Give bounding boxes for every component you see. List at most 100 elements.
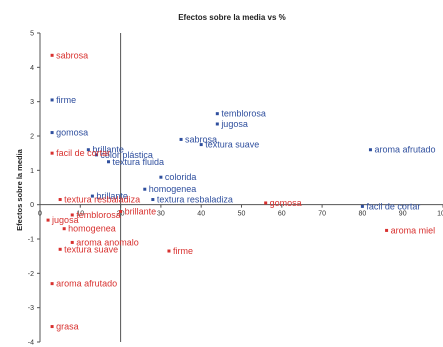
point-label: color plástica	[100, 150, 153, 160]
point-label: jugosa	[51, 215, 79, 225]
data-point: facil de cortar	[360, 201, 420, 211]
point-label: textura fluida	[113, 157, 165, 167]
x-tick-label: 30	[157, 211, 165, 218]
data-point: firme	[50, 95, 76, 105]
data-point: colorida	[159, 172, 196, 182]
data-point: aroma miel	[385, 225, 435, 235]
data-point: temblorosa	[215, 109, 266, 119]
x-tick-label: 60	[278, 211, 286, 218]
point-marker	[360, 204, 364, 208]
y-tick-label: 1	[30, 168, 34, 175]
point-marker	[179, 137, 183, 141]
data-point: jugosa	[215, 119, 248, 129]
y-tick-label: 3	[30, 99, 34, 106]
data-point: jugosa	[46, 215, 79, 225]
point-marker	[50, 282, 54, 286]
x-tick-label: 10	[76, 211, 84, 218]
y-tick-label: -3	[28, 305, 34, 312]
data-point: grasa	[50, 322, 79, 332]
point-marker	[119, 210, 123, 214]
x-tick-label: 0	[38, 211, 42, 218]
data-point: aroma afrutado	[50, 279, 117, 289]
data-point: sabrosa	[50, 50, 88, 60]
point-label: temblorosa	[76, 210, 121, 220]
y-tick-label: 2	[30, 134, 34, 141]
data-point: sabrosa	[179, 134, 217, 144]
data-point: aroma anomalo	[70, 237, 139, 247]
point-label: brillante	[96, 191, 128, 201]
point-label: facil de cortar	[56, 148, 110, 158]
axes	[39, 33, 443, 342]
chart-title: Efectos sobre la media vs %	[178, 13, 286, 22]
data-point: textura suave	[199, 140, 259, 150]
point-marker	[58, 247, 62, 251]
point-marker	[215, 112, 219, 116]
point-marker	[50, 53, 54, 57]
data-point: aroma afrutado	[368, 145, 436, 155]
point-label: homogenea	[68, 224, 116, 234]
point-marker	[86, 148, 90, 152]
point-marker	[90, 194, 94, 198]
point-marker	[50, 151, 54, 155]
point-marker	[215, 122, 219, 126]
y-tick-label: -2	[28, 271, 34, 278]
point-marker	[264, 201, 268, 205]
x-tick-label: 100	[437, 211, 443, 218]
data-point: firme	[167, 246, 193, 256]
point-marker	[50, 131, 54, 135]
point-marker	[50, 98, 54, 102]
x-tick-label: 70	[318, 211, 326, 218]
y-tick-label: -1	[28, 237, 34, 244]
x-tick-label: 90	[399, 211, 407, 218]
point-label: gomosa	[56, 128, 88, 138]
data-point: homogenea	[143, 184, 196, 194]
point-label: colorida	[165, 172, 197, 182]
point-label: aroma anomalo	[76, 237, 139, 247]
point-label: textura resbaladiza	[157, 195, 233, 205]
point-marker	[167, 249, 171, 253]
point-marker	[107, 160, 111, 164]
point-marker	[58, 198, 62, 202]
point-label: aroma miel	[391, 225, 436, 235]
data-point: textura fluida	[107, 157, 164, 167]
point-label: aroma afrutado	[374, 145, 435, 155]
point-label: gomosa	[270, 198, 302, 208]
data-point: brillante	[119, 207, 156, 217]
point-label: textura suave	[205, 140, 259, 150]
data-point: textura resbaladiza	[151, 195, 233, 205]
y-tick-label: 5	[30, 31, 34, 38]
point-marker	[62, 227, 66, 231]
point-marker	[70, 240, 74, 244]
point-label: homogenea	[149, 184, 197, 194]
point-marker	[143, 187, 147, 191]
data-point: color plástica	[94, 150, 153, 160]
point-label: temblorosa	[221, 109, 266, 119]
point-label: brillante	[92, 145, 124, 155]
point-label: brillante	[125, 207, 157, 217]
data-point: brillante	[90, 191, 128, 201]
data-point: facil de cortar	[50, 148, 110, 158]
point-label: firme	[56, 95, 76, 105]
y-tick-label: -4	[28, 340, 34, 347]
data-point: gomosa	[264, 198, 302, 208]
point-label: firme	[173, 246, 193, 256]
point-marker	[368, 148, 372, 152]
point-label: textura resbaladiza	[64, 195, 140, 205]
data-point: brillante	[86, 145, 124, 155]
point-label: aroma afrutado	[56, 279, 117, 289]
point-label: sabrosa	[56, 50, 88, 60]
y-tick-label: 4	[30, 65, 34, 72]
point-marker	[151, 198, 155, 202]
y-axis-label: Efectos sobre la media	[15, 148, 24, 231]
point-label: facil de cortar	[366, 201, 420, 211]
x-tick-label: 50	[238, 211, 246, 218]
point-label: jugosa	[220, 119, 248, 129]
x-tick-label: 40	[197, 211, 205, 218]
data-point: textura resbaladiza	[58, 195, 140, 205]
point-marker	[385, 228, 389, 232]
data-point: gomosa	[50, 128, 88, 138]
point-label: sabrosa	[185, 134, 217, 144]
